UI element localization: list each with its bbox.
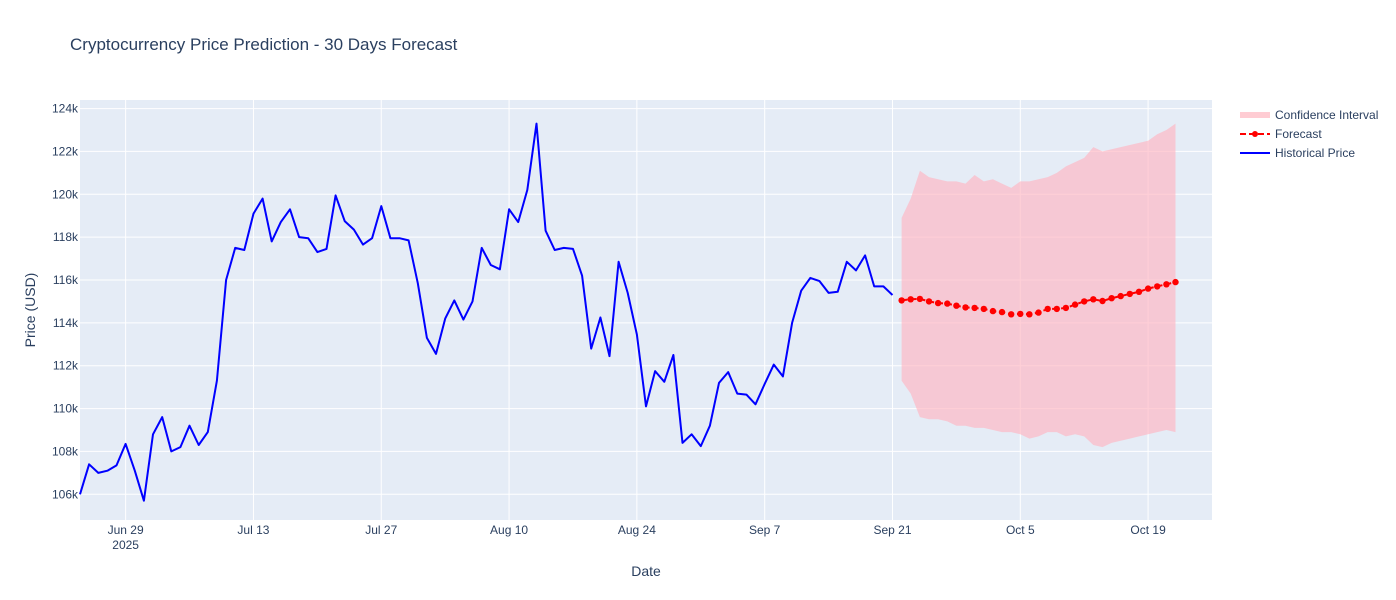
historical-price-line xyxy=(79,122,894,502)
forecast-point xyxy=(1099,297,1106,305)
y-tick-label: 122k xyxy=(52,144,79,158)
series-lines-layer xyxy=(79,122,1179,502)
x-axis-title: Date xyxy=(631,563,661,579)
y-tick-label: 112k xyxy=(53,359,79,373)
forecast-point xyxy=(934,299,942,307)
forecast-point xyxy=(898,297,905,304)
forecast-point xyxy=(925,298,933,305)
y-tick-label: 124k xyxy=(52,102,79,116)
legend-item-historical-price[interactable]: Historical Price xyxy=(1240,146,1355,160)
forecast-point xyxy=(1008,311,1015,318)
legend-label-forecast: Forecast xyxy=(1275,127,1322,141)
forecast-point xyxy=(944,300,951,307)
x-tick-label: Jul 13 xyxy=(237,523,269,537)
x-tick-label: Oct 19 xyxy=(1130,523,1166,537)
y-axis-ticks: 106k 108k 110k 112k 114k 116k 118k 120k 122k 124k xyxy=(52,102,79,502)
y-tick-label: 120k xyxy=(52,187,79,201)
forecast-point xyxy=(1144,285,1152,292)
forecast-point xyxy=(980,305,987,313)
x-tick-label: Sep 21 xyxy=(873,523,911,537)
legend: Confidence Interval Forecast Historical … xyxy=(1240,108,1378,160)
x-tick-label: Aug 24 xyxy=(618,523,656,537)
x-tick-label: Jul 27 xyxy=(365,523,397,537)
forecast-point xyxy=(998,308,1006,316)
y-tick-label: 116k xyxy=(53,273,79,287)
forecast-point xyxy=(1035,309,1042,316)
x-tick-label: Oct 5 xyxy=(1006,523,1035,537)
legend-label-historical-price: Historical Price xyxy=(1275,146,1355,160)
forecast-point xyxy=(962,304,969,311)
forecast-point xyxy=(1163,281,1170,288)
legend-swatch-forecast-marker xyxy=(1252,131,1258,137)
y-tick-label: 114k xyxy=(53,316,79,330)
grid-lines xyxy=(80,100,1212,520)
forecast-point xyxy=(1154,283,1161,290)
forecast-point xyxy=(1172,278,1179,286)
forecast-point xyxy=(1108,295,1115,302)
forecast-point xyxy=(1135,288,1143,295)
legend-label-confidence-interval: Confidence Interval xyxy=(1275,108,1378,122)
y-tick-label: 110k xyxy=(53,402,79,416)
chart-title: Cryptocurrency Price Prediction - 30 Day… xyxy=(70,35,458,54)
forecast-point xyxy=(1081,298,1088,305)
forecast-point xyxy=(1017,310,1024,318)
x-tick-label: Aug 10 xyxy=(490,523,528,537)
forecast-point xyxy=(1053,305,1061,313)
forecast-point xyxy=(1090,296,1097,303)
forecast-point xyxy=(907,296,914,303)
x-tick-label: Jun 29 xyxy=(108,523,144,537)
legend-swatch-confidence-interval xyxy=(1240,112,1270,118)
x-tick-label: Sep 7 xyxy=(749,523,781,537)
forecast-point xyxy=(1026,311,1033,318)
forecast-point xyxy=(953,302,960,309)
y-tick-label: 106k xyxy=(52,487,79,501)
y-tick-label: 118k xyxy=(53,230,79,244)
legend-item-confidence-interval[interactable]: Confidence Interval xyxy=(1240,108,1378,122)
forecast-point xyxy=(1126,290,1134,298)
forecast-point xyxy=(989,307,997,315)
forecast-point xyxy=(1044,305,1051,313)
y-tick-label: 108k xyxy=(52,444,79,458)
y-axis-title: Price (USD) xyxy=(22,273,38,348)
legend-item-forecast[interactable]: Forecast xyxy=(1240,127,1322,141)
forecast-point xyxy=(1062,304,1070,312)
confidence-band-layer xyxy=(901,123,1176,448)
x-tick-year-label: 2025 xyxy=(112,538,139,552)
forecast-point xyxy=(971,304,978,312)
forecast-point xyxy=(1117,292,1124,300)
forecast-point xyxy=(916,295,924,303)
forecast-point xyxy=(1071,301,1079,308)
confidence-interval-band xyxy=(901,123,1176,448)
